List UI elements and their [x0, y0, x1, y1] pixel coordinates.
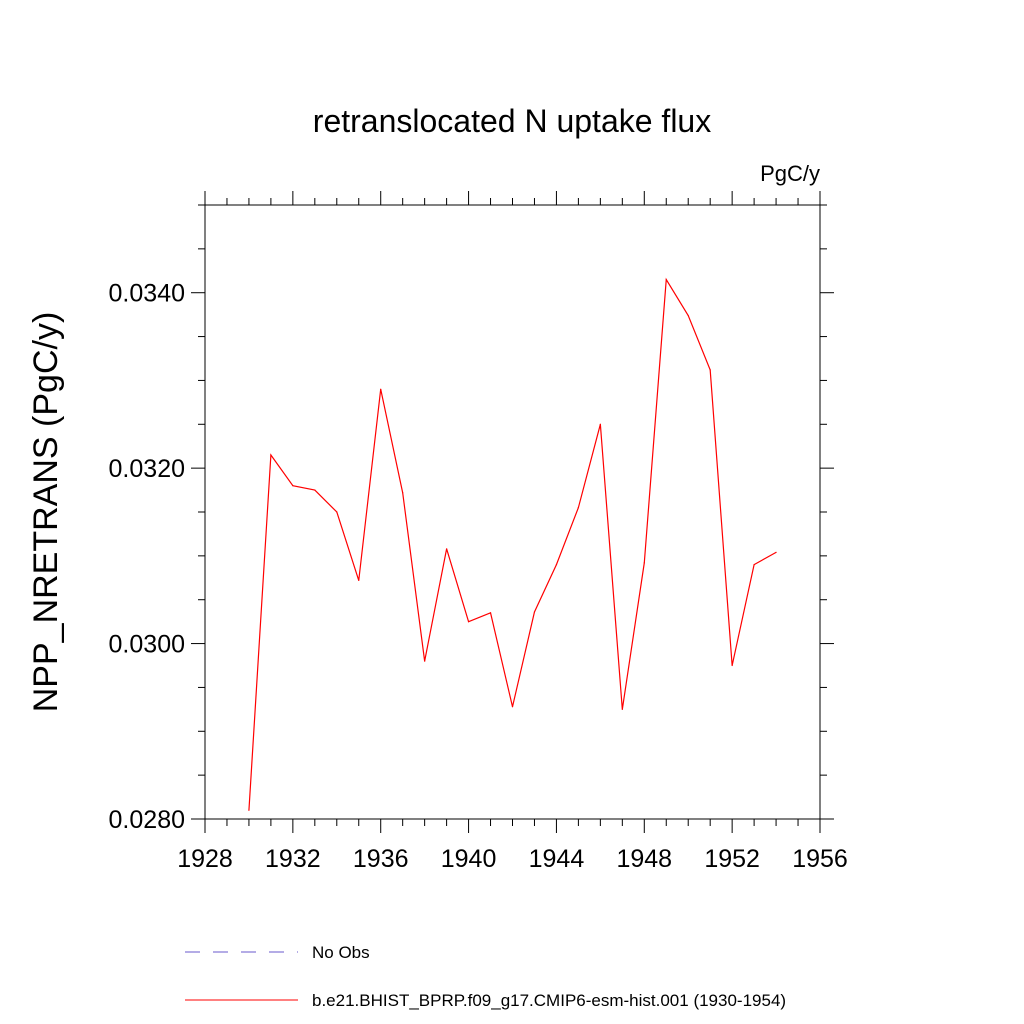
data-point	[424, 660, 426, 662]
data-point	[511, 706, 514, 708]
data-point	[621, 708, 623, 710]
x-tick-label: 1928	[177, 845, 233, 873]
x-tick-label: 1936	[353, 845, 409, 873]
data-point	[358, 579, 360, 582]
x-tick-label: 1932	[265, 845, 321, 873]
data-point	[753, 564, 755, 566]
data-point	[336, 511, 338, 513]
data-point	[731, 664, 733, 667]
x-tick-label: 1944	[529, 845, 585, 873]
series-layer	[248, 277, 777, 811]
data-point	[555, 564, 558, 566]
x-tick-label: 1940	[441, 845, 497, 873]
legend: No Obs b.e21.BHIST_BPRP.f09_g17.CMIP6-esm…	[185, 943, 786, 1010]
x-tick-label: 1952	[704, 845, 760, 873]
units-label: PgC/y	[760, 161, 820, 186]
y-tick-label: 0.0320	[109, 455, 185, 483]
data-point	[467, 621, 470, 623]
legend-label: b.e21.BHIST_BPRP.f09_g17.CMIP6-esm-hist.…	[312, 991, 786, 1010]
y-tick-label: 0.0300	[109, 631, 185, 659]
data-point	[687, 314, 689, 317]
data-point	[446, 548, 448, 550]
data-point	[709, 369, 711, 371]
data-point	[402, 492, 404, 494]
axes: 1928 1932 1936 1940 1944 1948 1952 1956 0.0280 0.…	[109, 191, 848, 873]
data-point	[380, 388, 382, 390]
y-tick-label: 0.0340	[109, 280, 185, 308]
data-point	[314, 489, 316, 491]
y-axis-label: NPP_NRETRANS (PgC/y)	[27, 312, 65, 713]
data-point	[577, 507, 579, 509]
plot-frame	[204, 204, 821, 820]
data-point	[599, 423, 601, 425]
x-tick-label: 1956	[792, 845, 848, 873]
y-tick-label: 0.0280	[109, 806, 185, 834]
data-point	[270, 454, 272, 456]
series-line	[248, 277, 777, 811]
x-tick-label: 1948	[616, 845, 672, 873]
data-point	[643, 562, 645, 564]
data-point	[775, 551, 777, 553]
data-point	[292, 485, 294, 487]
chart-title: retranslocated N uptake flux	[313, 103, 711, 139]
data-point	[248, 809, 250, 811]
data-point	[489, 612, 492, 614]
data-point	[533, 611, 536, 613]
legend-label: No Obs	[312, 943, 370, 962]
data-point	[665, 278, 667, 281]
